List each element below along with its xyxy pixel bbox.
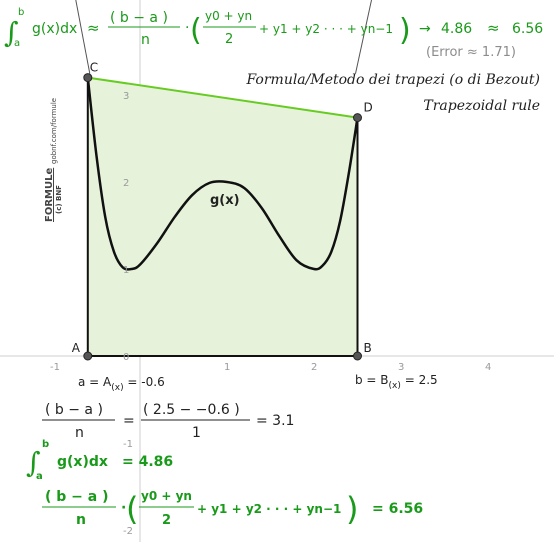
x-tick-label: 4 [485,362,491,373]
a-label-group: a = A(x) = -0.6 [78,375,165,393]
fraction-numerator: ( b − a ) [110,10,168,26]
arrow: → [419,21,431,37]
y-tick-label: 2 [123,178,129,189]
y-tick-label: -1 [123,439,133,450]
y-tick-label: -2 [123,526,133,537]
y-tick-label: 3 [123,91,129,102]
inner-rest: + y1 + y2 · · · + yn−1 [259,22,393,36]
line2-result: = 4.86 [122,454,173,470]
point-label-d: D [364,101,373,115]
multiply-dot: · [185,20,189,36]
point-a [83,351,93,361]
line1-denominator-2: 1 [192,425,201,441]
bottom-line-2: ∫ b a g(x)dx = 4.86 [26,439,173,482]
a-guide-line [75,0,91,74]
watermark-url: gobnf.com/formule [50,98,58,164]
left-paren: ( [190,13,202,48]
line1-equals: = [123,413,135,429]
line1-numerator-2: ( 2.5 − −0.6 ) [143,402,240,418]
inner-denominator: 2 [225,32,233,47]
trapezoid-area [87,77,358,356]
formula-title: Formula/Metodo dei trapezi (o di Bezout) [245,72,540,88]
line1-denominator: n [75,425,84,441]
point-label-a: A [72,341,81,355]
point-label-b: B [364,341,372,355]
line1-result: = 3.1 [256,413,294,429]
top-formula: ∫ b a g(x)dx ≈ ( b − a ) n · ( y0 + yn 2… [4,7,543,60]
line3-inner-rest: + y1 + y2 · · · + yn−1 [197,502,341,516]
approx-sign: ≈ [87,19,100,37]
x-tick-label: 1 [224,362,230,373]
line1-numerator: ( b − a ) [45,402,103,418]
point-b [353,351,362,361]
function-label: g(x) [210,193,240,208]
point-c [83,73,93,83]
b-label-group: b = B(x) = 2.5 [355,373,438,391]
a-label: a = A(x) = -0.6 [78,375,165,393]
right-paren: ) [399,13,411,48]
function-curve [86,77,359,271]
watermark-sub: (c) BNF [55,185,63,214]
line3-denominator: n [76,512,86,528]
approx-sign-2: ≈ [487,19,500,37]
bottom-line-1: ( b − a ) n = ( 2.5 − −0.6 ) 1 = 3.1 [42,402,294,441]
line3-result: = 6.56 [372,501,423,517]
error-text: (Error ≈ 1.71) [426,45,516,60]
line3-numerator: ( b − a ) [45,489,109,505]
line3-dot: · [121,500,126,516]
y-tick-label: 1 [123,265,129,276]
line2-integrand: g(x)dx [57,454,108,470]
y-tick-label: 0 [123,352,129,363]
trapezoid-result: 6.56 [512,21,543,37]
b-guide-line [355,0,372,74]
inner-numerator: y0 + yn [205,9,252,23]
line3-left-paren: ( [126,490,138,528]
line2-lower: a [36,471,43,482]
line2-integral-sign: ∫ [26,446,41,479]
integral-result: 4.86 [441,21,472,37]
line3-right-paren: ) [346,490,358,528]
line3-inner-denominator: 2 [162,513,171,528]
point-d [353,113,362,123]
integrand: g(x)dx [32,21,77,37]
integral-sign: ∫ [4,16,19,49]
fraction-denominator: n [141,32,150,48]
point-label-c: C [90,61,98,75]
english-title: Trapezoidal rule [423,98,540,114]
bottom-line-3: ( b − a ) n · ( y0 + yn 2 + y1 + y2 · · … [42,489,423,528]
x-tick-label: 3 [398,362,404,373]
line2-upper: b [42,439,49,450]
line3-inner-numerator: y0 + yn [141,489,192,503]
watermark-brand: FORMULe [44,168,55,222]
x-tick-label: 2 [311,362,317,373]
b-label: b = B(x) = 2.5 [355,373,438,391]
integral-upper: b [18,7,24,18]
x-tick-label: -1 [50,362,60,373]
watermark: FORMULe (c) BNF gobnf.com/formule [44,98,63,222]
trapezoid-chord [87,76,358,119]
integral-lower: a [14,38,20,49]
